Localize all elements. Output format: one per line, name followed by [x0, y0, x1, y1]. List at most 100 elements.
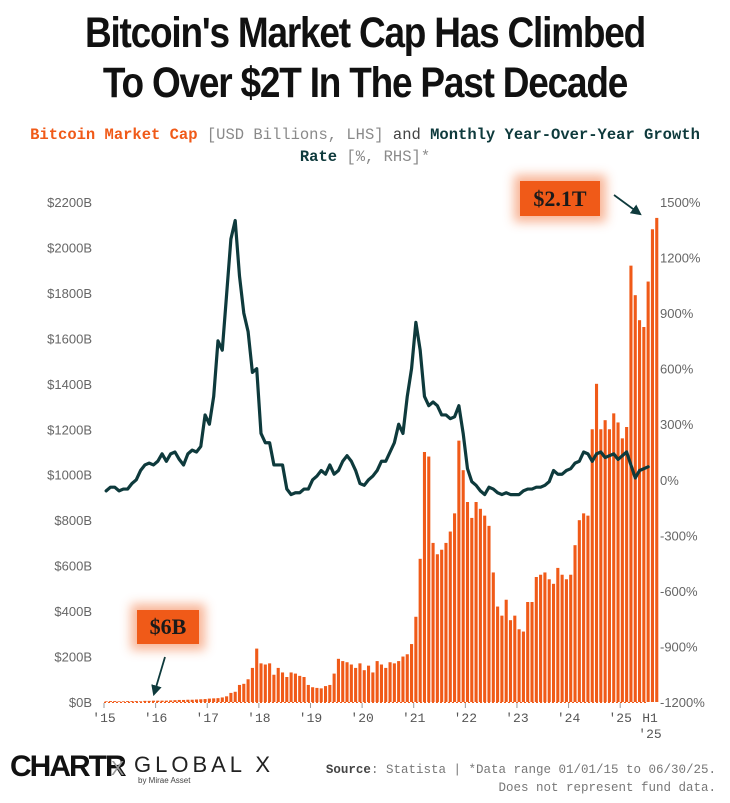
market-cap-bars — [104, 217, 659, 702]
x-tick-label: '24 — [557, 711, 581, 726]
market-cap-bar — [379, 664, 383, 702]
market-cap-bar — [186, 699, 190, 702]
market-cap-bar — [465, 502, 470, 702]
x-tick-label: '21 — [402, 711, 426, 726]
source-label: Source — [325, 763, 371, 777]
left-tick-label: $1600B — [47, 331, 92, 346]
x-axis: '15'16'17'18'19'20'21'22'23'24'25 H1'25 — [92, 702, 662, 742]
market-cap-bar — [638, 320, 642, 702]
subtitle-series-2: Monthly Year-Over-Year Growth Rate — [299, 126, 700, 166]
market-cap-bar — [582, 513, 586, 702]
market-cap-bar — [259, 663, 263, 702]
market-cap-bar — [405, 654, 409, 702]
market-cap-bar — [526, 602, 530, 702]
market-cap-bar — [263, 664, 267, 702]
market-cap-bar — [491, 572, 495, 702]
left-tick-label: $2200B — [47, 195, 92, 210]
market-cap-bar — [440, 549, 444, 702]
market-cap-bar — [444, 542, 448, 702]
market-cap-bar — [612, 413, 616, 702]
market-cap-bar — [216, 698, 220, 702]
market-cap-bar — [311, 687, 315, 702]
market-cap-bar — [336, 658, 340, 702]
source-note: Source: Statista | *Data range 01/01/15 … — [326, 761, 716, 797]
market-cap-bar — [134, 701, 138, 702]
market-cap-bar — [384, 667, 388, 702]
market-cap-bar — [560, 574, 564, 702]
left-tick-label: $400B — [54, 604, 92, 619]
market-cap-bar — [298, 675, 302, 702]
market-cap-bar — [478, 508, 482, 702]
market-cap-bar — [646, 281, 650, 702]
market-cap-bar — [504, 599, 508, 702]
left-tick-label: $600B — [54, 559, 92, 574]
market-cap-bar — [121, 701, 125, 702]
left-tick-label: $1200B — [47, 422, 92, 437]
market-cap-bar — [293, 673, 297, 702]
market-cap-bar — [401, 656, 405, 702]
chart-title-line-1: Bitcoin's Market Cap Has Climbed — [84, 9, 646, 57]
right-tick-label: 1500% — [660, 195, 701, 210]
chart-subtitle: Bitcoin Market Cap [USD Billions, LHS] a… — [10, 124, 720, 168]
market-cap-bar — [250, 667, 254, 702]
market-cap-bar — [139, 701, 143, 702]
market-cap-bar — [513, 615, 517, 702]
market-cap-bar — [147, 700, 151, 702]
x-tick-label: '22 — [454, 711, 477, 726]
market-cap-bar — [564, 579, 568, 702]
global-x-logo: GLOBAL X — [134, 752, 275, 777]
logo-separator: X — [111, 758, 125, 780]
market-cap-bar — [156, 700, 160, 702]
right-tick-label: 300% — [660, 417, 694, 432]
market-cap-bar — [470, 517, 474, 702]
market-cap-bar — [534, 577, 538, 702]
subtitle-series-1: Bitcoin Market Cap — [30, 126, 198, 144]
market-cap-bar — [358, 663, 362, 702]
right-tick-label: -300% — [660, 528, 698, 543]
x-tick-label: '23 — [505, 711, 528, 726]
market-cap-bar — [194, 699, 199, 702]
market-cap-bar — [410, 644, 414, 702]
growth-rate-line — [104, 218, 650, 497]
market-cap-bar — [474, 502, 478, 702]
right-tick-label: 600% — [660, 362, 694, 377]
subtitle-series-2-units: [%, RHS]* — [346, 148, 431, 166]
market-cap-bar — [607, 429, 611, 702]
market-cap-bar — [268, 663, 272, 702]
left-tick-label: $0B — [69, 695, 92, 710]
market-cap-bar — [319, 688, 323, 702]
market-cap-bar — [453, 513, 457, 702]
market-cap-bar — [573, 545, 577, 702]
market-cap-bar — [177, 699, 181, 702]
market-cap-bar — [341, 661, 345, 702]
disclaimer: Does not represent fund data. — [498, 781, 716, 795]
market-cap-bar — [237, 684, 242, 702]
market-cap-bar — [151, 700, 156, 702]
market-cap-bar — [448, 531, 452, 702]
market-cap-bar — [173, 700, 177, 702]
arrow-2-1t — [613, 194, 642, 216]
market-cap-bar — [367, 665, 371, 702]
market-cap-bar — [547, 579, 551, 702]
market-cap-bar — [530, 602, 534, 702]
market-cap-bar — [655, 217, 659, 702]
right-tick-label: 1200% — [660, 251, 701, 266]
mirae-asset-tagline: by Mirae Asset — [138, 776, 191, 785]
market-cap-bar — [220, 697, 224, 702]
market-cap-bar — [104, 701, 108, 702]
market-cap-bar — [182, 699, 186, 702]
market-cap-bar — [431, 542, 435, 702]
market-cap-bar — [556, 567, 560, 702]
x-tick-label: '16 — [144, 711, 167, 726]
x-tick-label: '20 — [350, 711, 373, 726]
market-cap-bar — [517, 629, 521, 702]
market-cap-bar — [354, 667, 358, 702]
market-cap-bar — [246, 679, 250, 702]
callout-6b: $6B — [137, 610, 199, 644]
market-cap-bar — [633, 295, 637, 702]
market-cap-bar — [586, 515, 590, 702]
market-cap-bar — [569, 574, 573, 702]
market-cap-bar — [285, 677, 289, 702]
arrow-6b — [151, 656, 166, 697]
